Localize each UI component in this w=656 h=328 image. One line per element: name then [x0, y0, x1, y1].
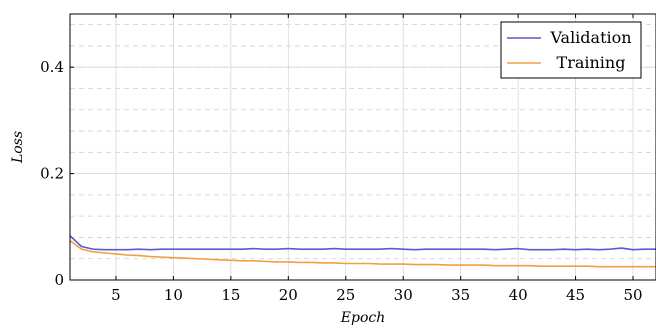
x-tick-label: 5	[111, 286, 121, 304]
legend-label-validation: Validation	[549, 28, 631, 47]
legend-box	[500, 21, 642, 79]
x-tick-label: 35	[451, 286, 470, 304]
x-tick-label: 30	[394, 286, 413, 304]
plot-frame	[69, 13, 656, 281]
legend: Validation Training	[500, 21, 642, 79]
ticks: 5 10 15 20 25 30 35 40 45 50 0 0.2 0.4	[40, 14, 643, 304]
x-tick-label: 20	[279, 286, 298, 304]
x-tick-label: 25	[336, 286, 355, 304]
x-tick-label: 40	[509, 286, 528, 304]
x-tick-label: 15	[221, 286, 240, 304]
legend-label-training: Training	[557, 53, 626, 72]
x-tick-label: 45	[566, 286, 585, 304]
x-axis-title: Epoch	[340, 310, 385, 326]
series-layer	[69, 235, 656, 268]
y-tick-label: 0	[54, 271, 64, 289]
y-tick-label: 0.4	[40, 58, 64, 76]
y-tick-label: 0.2	[40, 165, 64, 183]
x-tick-label: 50	[623, 286, 642, 304]
x-tick-label: 10	[164, 286, 183, 304]
series-line-validation	[69, 235, 656, 251]
y-axis-title: Loss	[10, 131, 26, 164]
series-line-training	[69, 239, 656, 268]
